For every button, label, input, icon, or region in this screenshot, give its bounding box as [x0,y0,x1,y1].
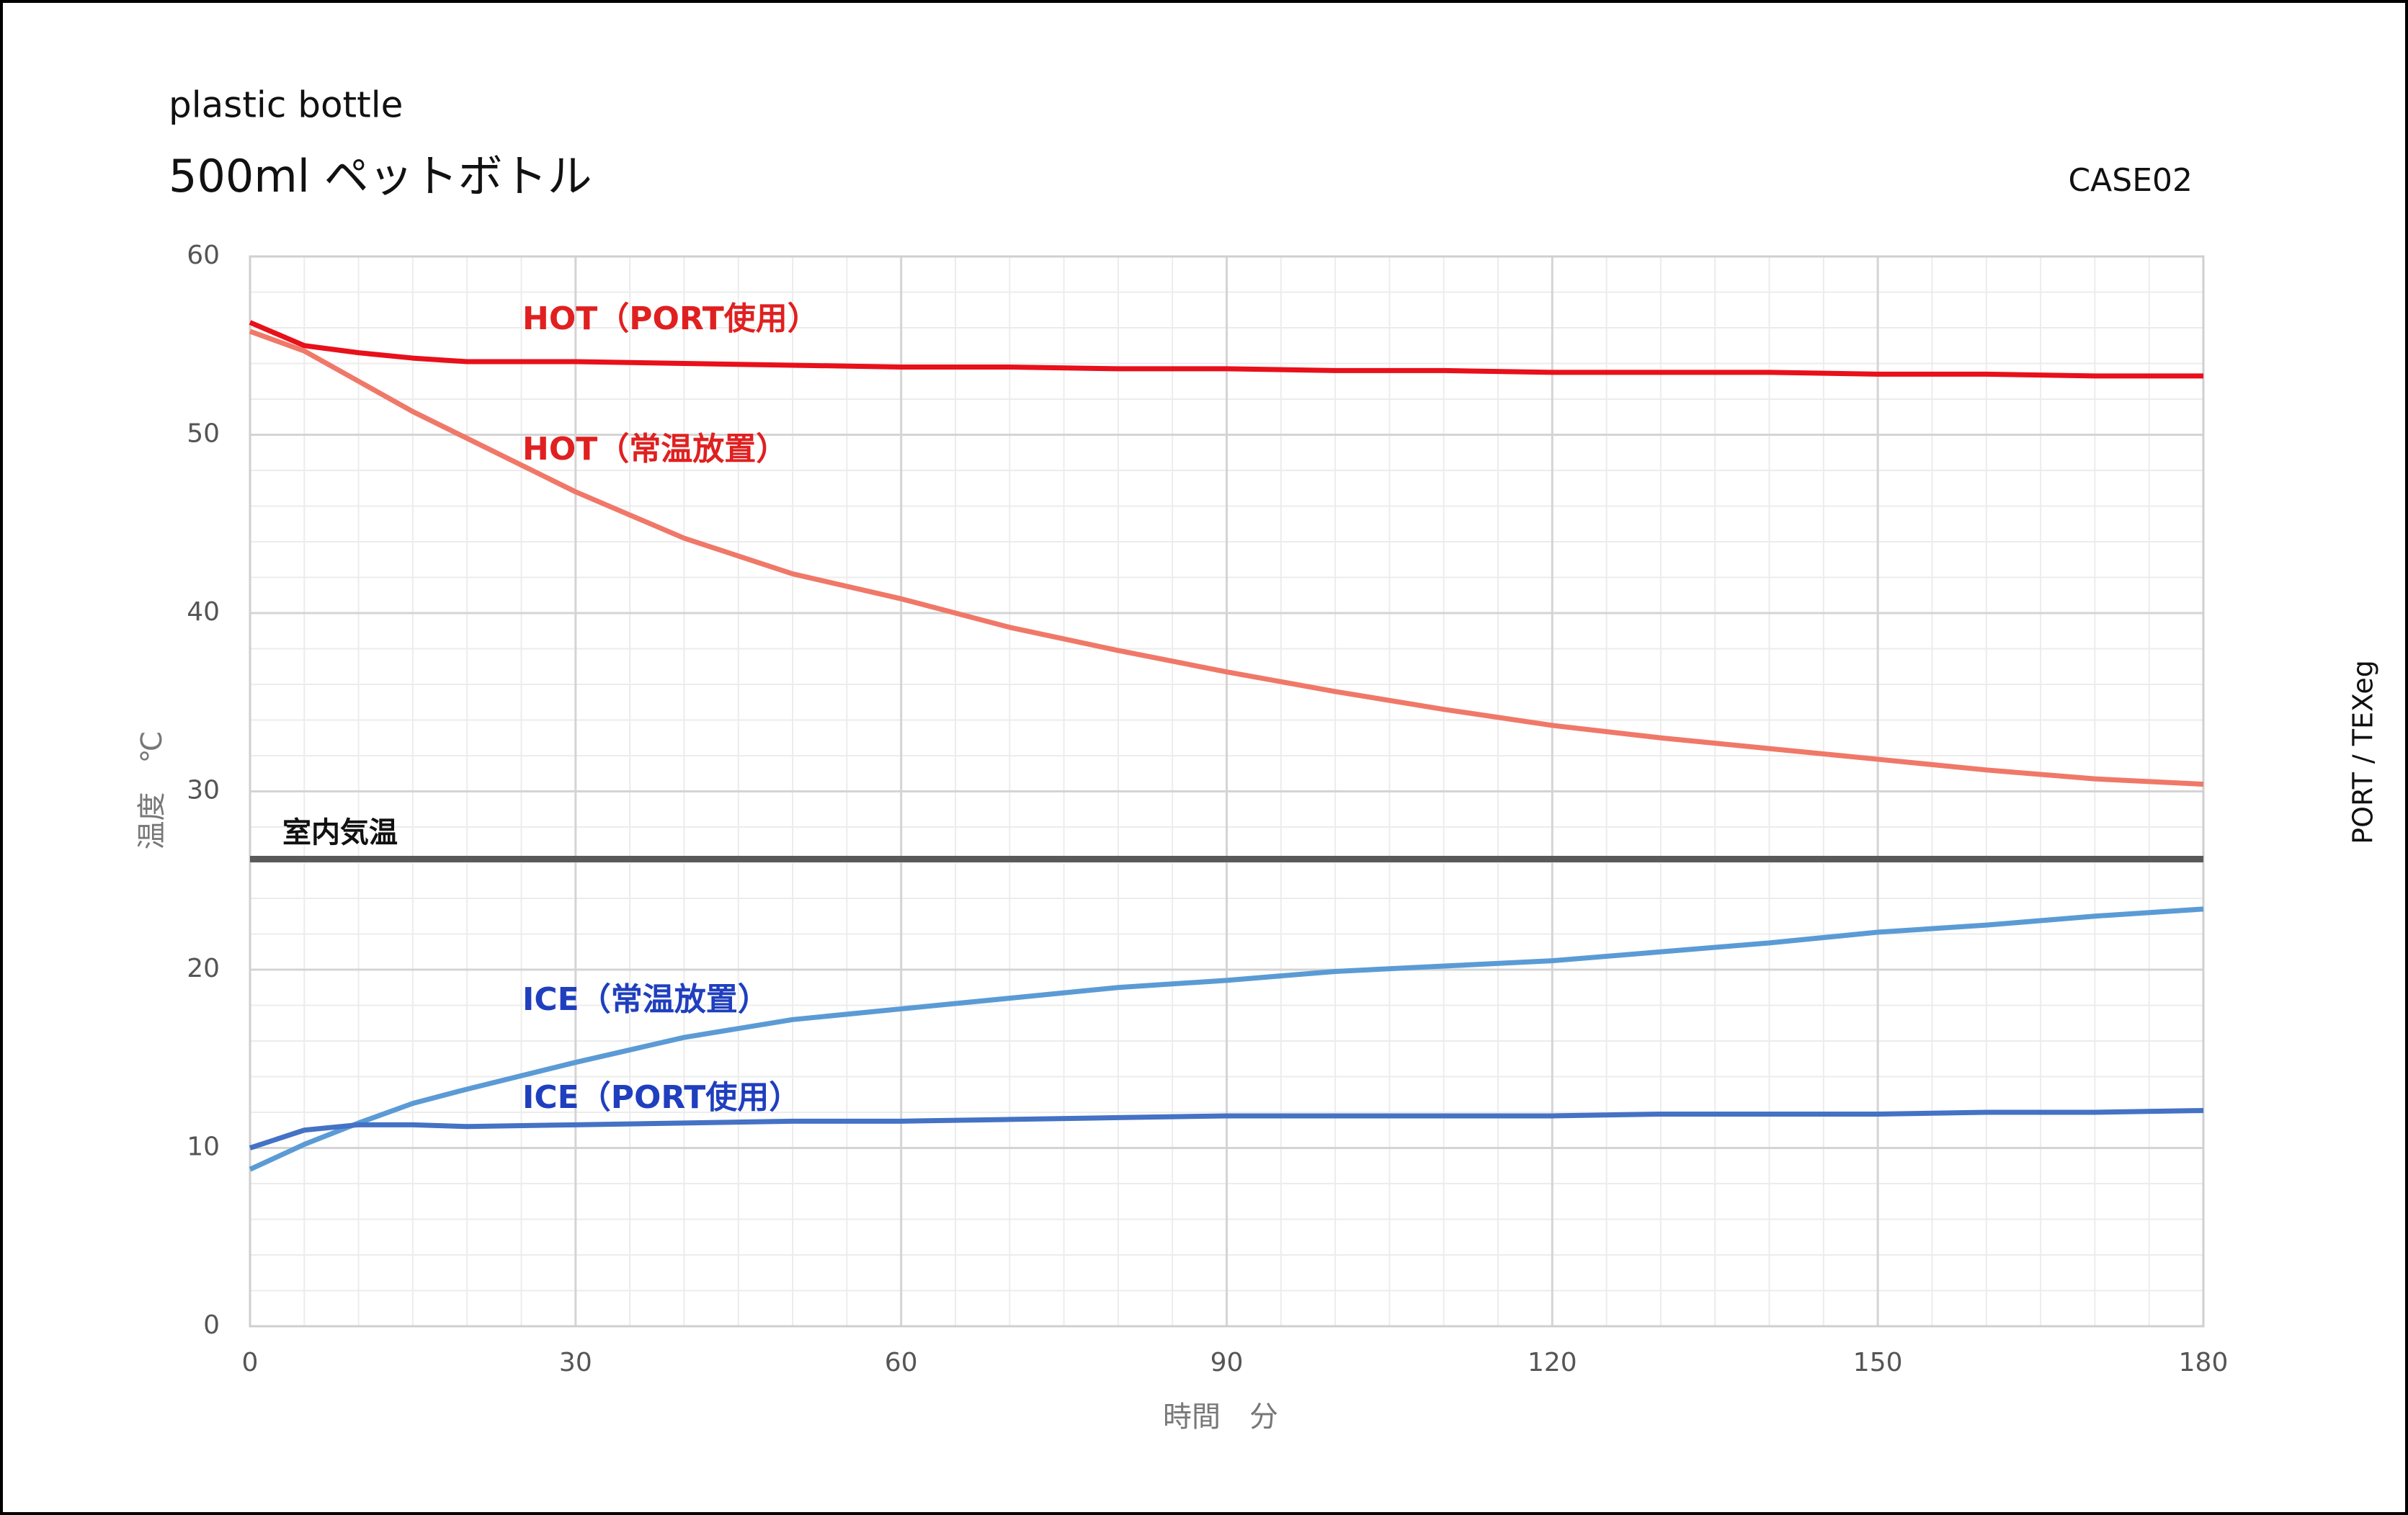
y-tick-label: 50 [187,419,220,449]
side-label: PORT / TEXeg [2347,660,2379,844]
series-line [249,1108,2204,1150]
series-label: ICE（常温放置） [522,981,770,1018]
series-label: HOT（常温放置） [522,431,788,468]
x-tick-label: 90 [1210,1348,1244,1377]
series-line [249,320,2203,379]
y-axis-label: 温度 ℃ [135,731,169,850]
plot-border [249,255,2205,1328]
chart-subtitle: plastic bottle [169,84,403,126]
case-label: CASE02 [2068,162,2193,199]
y-tick-label: 0 [203,1310,220,1340]
x-tick-label: 180 [2179,1348,2229,1377]
x-tick-label: 30 [559,1348,592,1377]
series-label: ICE（PORT使用） [522,1079,801,1116]
series-label: HOT（PORT使用） [522,300,819,337]
series-label: 室内気温 [282,816,398,849]
y-tick-label: 10 [187,1132,220,1162]
x-tick-label: 150 [1853,1348,1903,1377]
y-tick-label: 30 [187,776,220,805]
x-tick-label: 120 [1528,1348,1577,1377]
y-tick-label: 40 [187,597,220,627]
chart-title: 500ml ペットボトル [169,150,592,202]
x-axis-label: 時間 分 [1163,1400,1278,1434]
series-line [249,329,2204,787]
y-tick-label: 20 [187,954,220,983]
series-line [249,906,2204,1172]
y-tick-label: 60 [187,241,220,270]
x-tick-label: 60 [885,1348,918,1377]
x-tick-label: 0 [242,1348,259,1377]
